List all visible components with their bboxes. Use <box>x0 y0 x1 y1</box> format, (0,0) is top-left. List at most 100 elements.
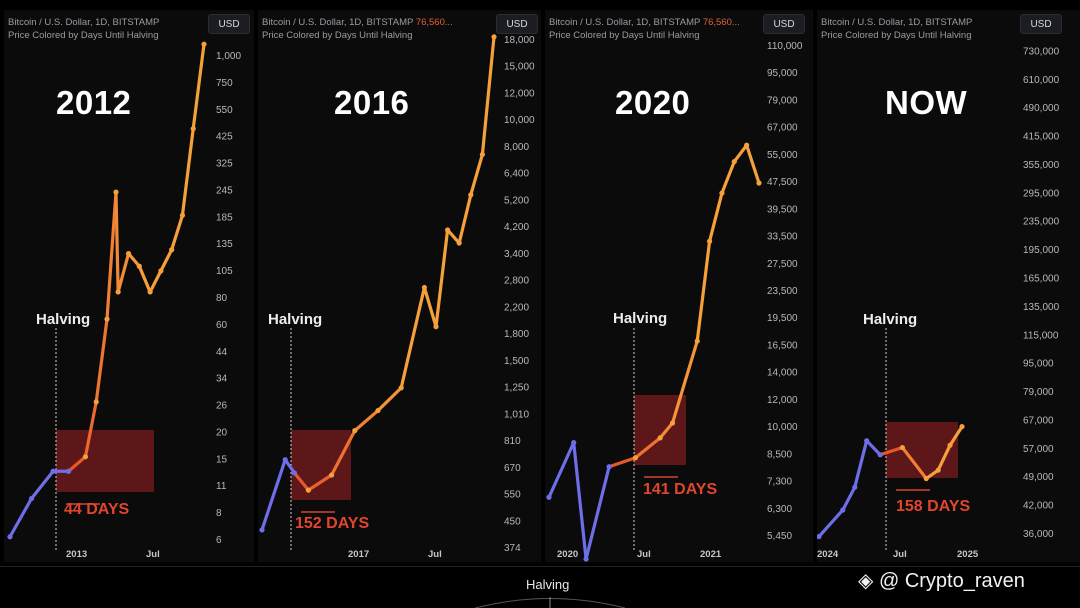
price-point <box>456 240 462 246</box>
y-tick-label: 185 <box>216 212 233 223</box>
price-point <box>329 472 335 478</box>
chart-panel-2020: 110,000 95,000 79,000 67,000 55,000 47,500 39,… <box>545 10 813 562</box>
price-segment <box>116 252 131 294</box>
price-point <box>7 534 13 540</box>
currency-button[interactable]: USD <box>1020 14 1062 34</box>
y-tick-label: 19,500 <box>767 313 798 324</box>
price-point <box>632 455 639 461</box>
price-point <box>158 268 164 274</box>
last-price: 76,560... <box>415 17 453 28</box>
y-tick-label: 490,000 <box>1023 103 1060 114</box>
price-point <box>923 475 929 482</box>
y-tick-label: 450 <box>504 516 521 527</box>
indicator-title: Price Colored by Days Until Halving <box>8 30 159 41</box>
y-tick-label: 2,800 <box>504 276 529 287</box>
x-tick-label: 2021 <box>700 549 722 560</box>
days-label: 44 DAYS <box>64 501 130 518</box>
halving-label: Halving <box>36 311 91 328</box>
price-segment <box>8 496 34 539</box>
price-segment <box>865 439 882 457</box>
y-tick-label: 67,000 <box>1023 415 1054 426</box>
price-segment <box>422 285 438 329</box>
chart-header: Bitcoin / U.S. Dollar, 1D, BITSTAMP 76,5… <box>549 16 740 42</box>
price-segment <box>137 264 152 294</box>
price-point <box>115 289 121 295</box>
currency-button[interactable]: USD <box>496 14 538 34</box>
y-tick-label: 2,200 <box>504 302 529 313</box>
price-segment <box>191 42 206 131</box>
y-tick-label: 425 <box>216 132 233 143</box>
y-tick-label: 79,000 <box>1023 387 1054 398</box>
price-segment <box>159 248 174 273</box>
price-chart-2012: 1,000 750 550 425 325 245 185 135 105 80 60 44 34 26 2… <box>7 41 241 560</box>
y-tick-label: 15,000 <box>504 62 535 73</box>
y-tick-label: 6 <box>216 535 222 546</box>
price-point <box>744 142 750 148</box>
price-point <box>375 407 381 414</box>
y-tick-label: 1,800 <box>504 329 529 340</box>
price-point <box>468 192 474 198</box>
y-tick-label: 33,500 <box>767 232 798 243</box>
y-tick-label: 79,000 <box>767 95 798 106</box>
price-segment <box>292 471 311 492</box>
days-label: 141 DAYS <box>643 481 718 498</box>
y-tick-label: 135 <box>216 239 233 250</box>
days-label: 152 DAYS <box>295 515 370 532</box>
price-point <box>93 399 99 405</box>
halving-label: Halving <box>613 310 668 327</box>
price-point <box>657 435 663 441</box>
y-tick-label: 12,000 <box>504 88 535 99</box>
y-tick-label: 4,200 <box>504 222 529 233</box>
y-tick-label: 57,000 <box>1023 444 1054 455</box>
price-point <box>147 289 153 295</box>
price-point <box>694 338 700 344</box>
y-tick-label: 20 <box>216 427 228 438</box>
price-point <box>864 438 870 444</box>
y-tick-label: 105 <box>216 266 233 277</box>
halving-label: Halving <box>863 311 918 328</box>
y-tick-label: 5,200 <box>504 195 529 206</box>
price-point <box>82 454 89 460</box>
days-label: 158 DAYS <box>896 498 971 515</box>
price-segment <box>948 425 964 447</box>
price-segment <box>283 458 297 475</box>
price-point <box>583 556 589 562</box>
price-point <box>50 468 56 474</box>
y-tick-label: 7,300 <box>767 477 792 488</box>
price-segment <box>126 252 141 268</box>
price-segment <box>83 400 98 459</box>
y-tick-label: 36,000 <box>1023 529 1054 540</box>
y-tick-label: 325 <box>216 159 233 170</box>
y-tick-label: 1,500 <box>504 356 529 367</box>
price-chart-2016: 18,000 15,000 12,000 10,000 8,000 6,400 5,200 4… <box>259 34 535 560</box>
price-segment <box>817 508 845 539</box>
price-segment <box>29 469 55 501</box>
price-point <box>136 263 142 269</box>
price-segment <box>707 191 724 243</box>
y-tick-label: 1,010 <box>504 409 529 420</box>
currency-button[interactable]: USD <box>208 14 250 34</box>
currency-button[interactable]: USD <box>763 14 805 34</box>
price-point <box>190 126 196 132</box>
footer-halving-label: Halving <box>526 577 570 592</box>
y-tick-label: 23,500 <box>767 286 798 297</box>
y-tick-label: 55,000 <box>767 150 798 161</box>
price-point <box>571 440 577 446</box>
y-tick-label: 6,400 <box>504 169 529 180</box>
y-tick-label: 295,000 <box>1023 188 1060 199</box>
price-point <box>282 457 288 463</box>
halving-label: Halving <box>268 311 323 328</box>
y-tick-label: 12,000 <box>767 395 798 406</box>
price-point <box>840 507 846 513</box>
footer-bar: Halving <box>0 566 1080 608</box>
price-segment <box>936 443 952 472</box>
y-tick-label: 80 <box>216 293 228 304</box>
price-segment <box>572 441 588 561</box>
y-tick-label: 11 <box>216 481 227 492</box>
price-point <box>433 324 439 330</box>
price-segment <box>105 190 118 321</box>
price-chart-2020: 110,000 95,000 79,000 67,000 55,000 47,500 39,… <box>546 41 803 562</box>
symbol-title: Bitcoin / U.S. Dollar, 1D, BITSTAMP <box>549 17 701 28</box>
price-point <box>479 151 485 158</box>
price-point <box>817 533 822 540</box>
